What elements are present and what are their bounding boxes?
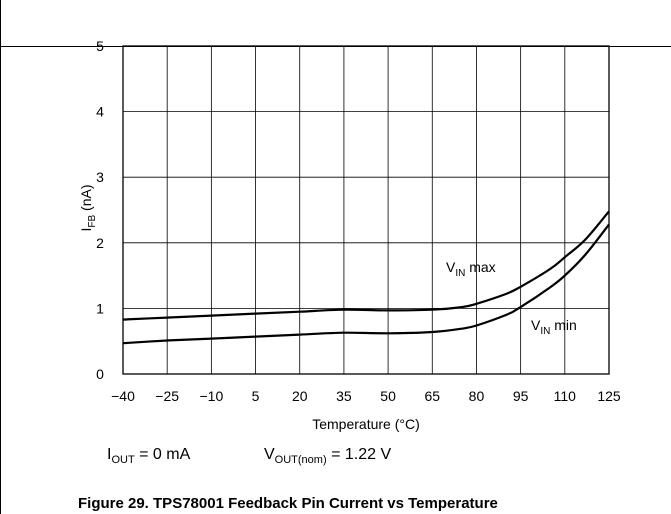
condition-vout: VOUT(nom) = 1.22 V: [264, 446, 392, 467]
page-frame-left: [0, 0, 1, 514]
y-axis-label: IFB (nA): [78, 184, 98, 231]
feedback-current-chart: −40 −25 −10 5 20 35 50 65 80 95 110 125 0 1 2 3 4 5 Temp…: [78, 38, 621, 432]
figure-caption: Figure 29. TPS78001 Feedback Pin Current…: [78, 495, 498, 512]
x-tick-label: −25: [155, 388, 179, 404]
series-lines: [122, 210, 610, 345]
plot-border: [122, 45, 610, 375]
condition-iout: IOUT = 0 mA: [107, 446, 191, 467]
series-label-vin-min: VIN min: [531, 317, 577, 337]
y-tick-label: 0: [96, 366, 104, 382]
chart-grid: [123, 46, 609, 374]
x-tick-label: 20: [292, 388, 308, 404]
x-tick-label: −40: [111, 388, 135, 404]
x-tick-label: 110: [554, 388, 577, 404]
series-line-vin-min: [122, 223, 610, 345]
x-tick-label: 35: [336, 388, 352, 404]
x-tick-label: 50: [380, 388, 396, 404]
x-tick-label: 80: [469, 388, 485, 404]
y-tick-label: 1: [96, 300, 104, 316]
x-tick-label: 125: [597, 388, 621, 404]
x-axis-label: Temperature (°C): [312, 416, 420, 432]
x-tick-label: 95: [513, 388, 529, 404]
y-tick-label: 4: [96, 104, 104, 120]
y-tick-labels: 0 1 2 3 4 5: [96, 38, 104, 382]
x-tick-label: −10: [199, 388, 223, 404]
y-tick-label: 5: [96, 38, 104, 54]
y-tick-label: 2: [96, 235, 104, 251]
series-label-vin-max: VIN max: [446, 259, 496, 279]
x-tick-labels: −40 −25 −10 5 20 35 50 65 80 95 110 125: [111, 388, 621, 404]
series-line-vin-max: [122, 210, 610, 321]
y-tick-label: 3: [96, 169, 104, 185]
x-tick-label: 5: [252, 388, 260, 404]
x-tick-label: 65: [424, 388, 440, 404]
